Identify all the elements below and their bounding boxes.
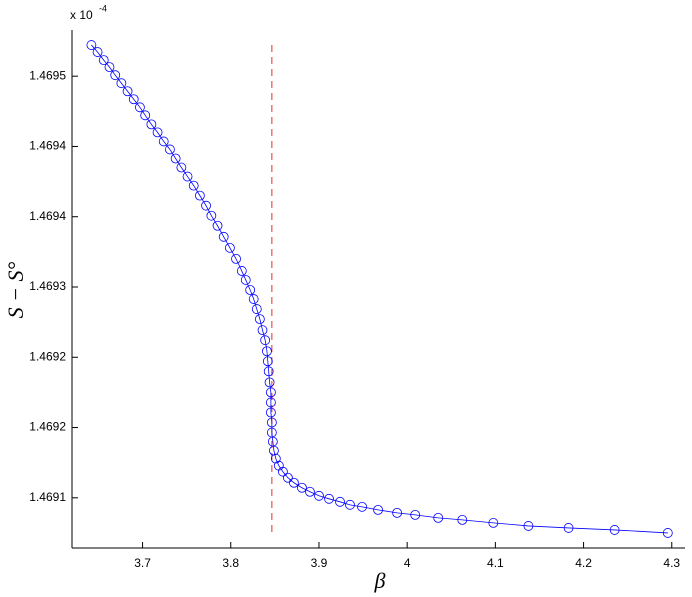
axis-multiplier: x 10 bbox=[70, 8, 93, 22]
data-point bbox=[324, 493, 334, 504]
x-tick-label: 3.9 bbox=[311, 556, 328, 570]
data-point bbox=[140, 110, 151, 121]
data-point bbox=[110, 70, 121, 81]
data-point bbox=[86, 40, 97, 50]
data-point bbox=[265, 387, 276, 398]
data-point bbox=[104, 62, 115, 73]
y-tick-label: 1.4692 bbox=[29, 420, 66, 434]
data-point bbox=[457, 514, 468, 525]
y-axis-label: S − S° bbox=[3, 261, 28, 318]
data-line bbox=[91, 44, 668, 534]
data-point bbox=[188, 180, 199, 191]
data-point bbox=[345, 499, 355, 510]
y-tick-label: 1.4692 bbox=[29, 349, 66, 363]
data-point bbox=[231, 253, 241, 264]
data-point bbox=[170, 153, 181, 164]
data-point bbox=[268, 445, 279, 456]
data-point bbox=[116, 78, 127, 89]
x-tick-label: 3.7 bbox=[134, 556, 151, 570]
data-point bbox=[152, 127, 163, 138]
axis-exponent: -4 bbox=[99, 3, 107, 13]
data-point bbox=[146, 119, 157, 130]
data-point bbox=[254, 314, 265, 325]
data-point bbox=[194, 190, 205, 201]
data-point bbox=[165, 144, 175, 155]
data-point bbox=[488, 518, 499, 528]
data-point bbox=[218, 231, 229, 242]
data-point bbox=[263, 366, 274, 377]
y-tick-label: 1.4693 bbox=[29, 279, 66, 293]
data-point bbox=[251, 304, 262, 314]
data-point bbox=[305, 486, 315, 497]
data-point bbox=[563, 523, 574, 533]
x-tick-label: 4 bbox=[404, 556, 411, 570]
data-point bbox=[240, 275, 251, 285]
y-tick-label: 1.4694 bbox=[29, 139, 66, 153]
data-point bbox=[98, 55, 109, 66]
data-point bbox=[270, 453, 281, 464]
data-point bbox=[128, 94, 139, 105]
data-point bbox=[135, 102, 145, 113]
data-point bbox=[201, 200, 211, 211]
x-tick-label: 4.1 bbox=[487, 556, 504, 570]
data-point bbox=[265, 407, 276, 418]
data-point bbox=[245, 285, 256, 295]
data-point bbox=[176, 162, 187, 173]
x-tick-label: 4.3 bbox=[663, 556, 680, 570]
data-point bbox=[373, 504, 383, 515]
data-point bbox=[266, 417, 277, 428]
data-point bbox=[224, 242, 235, 253]
x-axis-label: β bbox=[374, 568, 386, 593]
data-point bbox=[92, 47, 103, 57]
data-point bbox=[262, 346, 272, 357]
y-tick-label: 1.4694 bbox=[29, 209, 66, 223]
data-point bbox=[289, 477, 299, 488]
x-tick-label: 3.8 bbox=[222, 556, 239, 570]
data-point bbox=[206, 210, 217, 221]
data-point bbox=[662, 528, 673, 538]
data-point bbox=[297, 482, 307, 493]
x-tick-label: 4.2 bbox=[575, 556, 592, 570]
y-tick-label: 1.4695 bbox=[29, 68, 66, 82]
data-point bbox=[182, 171, 193, 182]
data-point bbox=[410, 509, 421, 520]
data-point bbox=[433, 512, 444, 523]
data-point bbox=[314, 490, 324, 501]
data-point bbox=[609, 525, 620, 535]
data-point bbox=[158, 136, 169, 147]
data-point bbox=[357, 501, 367, 512]
data-point bbox=[257, 325, 268, 336]
data-point bbox=[283, 472, 293, 483]
data-point bbox=[248, 294, 259, 304]
data-point bbox=[262, 356, 273, 367]
data-point bbox=[264, 377, 275, 388]
data-point bbox=[277, 466, 288, 477]
data-point bbox=[335, 496, 345, 507]
data-point bbox=[265, 397, 276, 408]
data-point bbox=[392, 507, 403, 518]
data-point bbox=[236, 266, 247, 276]
y-tick-label: 1.4691 bbox=[29, 490, 66, 504]
data-point bbox=[212, 220, 223, 231]
data-point bbox=[122, 86, 133, 97]
data-point bbox=[523, 521, 534, 531]
data-point bbox=[260, 335, 271, 346]
